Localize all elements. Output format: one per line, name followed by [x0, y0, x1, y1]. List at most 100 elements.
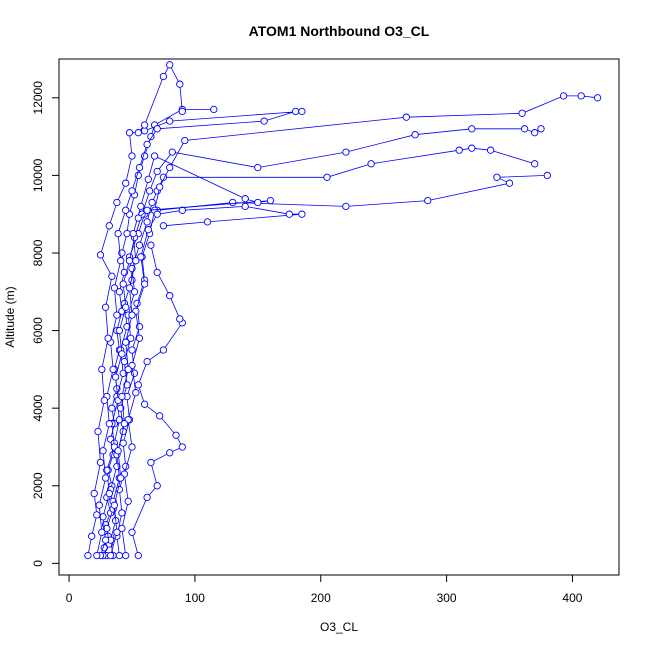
data-point-7-14	[122, 179, 130, 187]
data-point-2-20	[367, 160, 375, 168]
data-point-8-6	[178, 443, 186, 451]
data-point-6-17	[298, 210, 306, 218]
data-point-9-3	[117, 474, 125, 482]
data-point-3-16	[145, 187, 154, 195]
data-point-4-19	[402, 113, 410, 121]
x-tick-label-3: 300	[437, 591, 457, 605]
data-point-7-6	[100, 396, 108, 405]
data-point-2-22	[468, 144, 476, 152]
data-point-7-15	[128, 152, 136, 160]
data-point-9-0	[106, 551, 115, 560]
data-point-8-3	[153, 482, 161, 490]
data-point-3-12	[119, 280, 127, 288]
data-point-2-23	[486, 146, 495, 154]
data-point-4-22	[577, 92, 585, 100]
data-point-6-11	[137, 253, 145, 261]
data-point-7-0	[84, 551, 92, 560]
data-point-3-23	[520, 125, 529, 133]
data-point-2-19	[323, 173, 331, 181]
data-point-8-5	[166, 449, 174, 457]
data-point-9-16	[241, 195, 249, 203]
data-point-8-0	[134, 551, 142, 560]
x-axis-label: O3_CL	[320, 620, 358, 634]
data-point-9-11	[132, 257, 140, 265]
y-tick-label-2: 4000	[31, 395, 45, 422]
data-point-2-12	[130, 288, 139, 296]
data-point-9-13	[137, 202, 145, 211]
data-point-4-16	[156, 183, 164, 191]
data-point-3-18	[168, 148, 176, 156]
y-tick-label-1: 2000	[31, 472, 45, 499]
data-point-5-17	[153, 125, 161, 133]
data-point-3-10	[115, 326, 124, 335]
data-point-2-9	[120, 357, 129, 366]
data-point-9-6	[118, 392, 126, 401]
y-axis-label: Altitude (m)	[3, 286, 17, 347]
data-point-9-1	[113, 528, 121, 536]
data-point-6-2	[124, 497, 132, 505]
data-point-9-20	[134, 214, 142, 222]
data-point-1-7	[115, 416, 124, 424]
data-point-8-14	[176, 315, 184, 323]
data-point-4-17	[166, 163, 174, 172]
data-point-5-16	[143, 140, 151, 149]
data-point-7-13	[113, 198, 121, 207]
data-point-7-18	[140, 121, 149, 129]
data-point-6-13	[153, 210, 161, 218]
data-point-6-4	[128, 443, 136, 451]
data-point-9-18	[266, 196, 275, 205]
data-point-3-17	[153, 167, 161, 176]
data-point-1-18	[229, 198, 237, 207]
data-point-3-11	[122, 303, 130, 311]
y-axis: 0 2000 4000 6000 8000 10000 12000	[31, 81, 60, 567]
data-point-9-15	[150, 152, 159, 160]
data-point-7-8	[104, 334, 112, 342]
data-point-5-13	[122, 206, 130, 214]
data-point-5-11	[117, 257, 125, 265]
data-point-7-2	[93, 511, 101, 519]
data-point-2-24	[531, 160, 539, 168]
data-point-6-6	[132, 389, 140, 397]
data-point-4-9	[128, 346, 136, 354]
data-point-1-22	[493, 173, 501, 181]
x-axis: 0 100 200 300 400	[66, 574, 583, 605]
data-point-8-4	[147, 458, 155, 467]
y-tick-label-3: 6000	[31, 317, 45, 344]
data-point-8-12	[159, 346, 168, 354]
series-line-4	[116, 95, 598, 556]
data-point-3-9	[118, 350, 126, 358]
data-point-8-17	[147, 241, 155, 249]
data-point-4-23	[593, 94, 602, 102]
data-point-4-21	[559, 92, 568, 100]
data-point-9-8	[122, 338, 130, 346]
data-point-0-17	[115, 288, 124, 296]
data-point-6-0	[122, 551, 130, 560]
data-point-3-21	[411, 131, 419, 139]
data-point-0-25	[147, 132, 155, 141]
data-point-9-17	[254, 198, 262, 207]
data-point-4-20	[518, 109, 526, 117]
data-point-6-10	[140, 280, 149, 288]
data-point-7-21	[176, 80, 184, 88]
y-tick-label-0: 0	[31, 560, 45, 567]
data-point-3-3	[105, 489, 113, 498]
data-point-6-8	[135, 334, 144, 342]
data-point-9-12	[129, 229, 137, 238]
data-point-1-9	[119, 369, 127, 377]
data-point-1-19	[342, 202, 350, 211]
data-point-2-7	[117, 404, 125, 412]
data-point-9-5	[120, 420, 129, 428]
data-point-6-15	[241, 202, 249, 211]
data-point-3-13	[125, 257, 134, 265]
data-point-3-22	[468, 125, 476, 133]
data-point-2-8	[123, 381, 131, 389]
data-point-7-5	[94, 427, 102, 436]
data-point-6-1	[118, 524, 126, 533]
data-point-6-16	[285, 210, 293, 218]
series-line-6	[121, 205, 302, 556]
data-point-1-2	[103, 524, 111, 533]
data-point-8-7	[172, 431, 180, 439]
y-tick-label-6: 12000	[31, 81, 45, 115]
data-point-8-16	[153, 268, 161, 277]
data-point-7-19	[159, 72, 168, 81]
